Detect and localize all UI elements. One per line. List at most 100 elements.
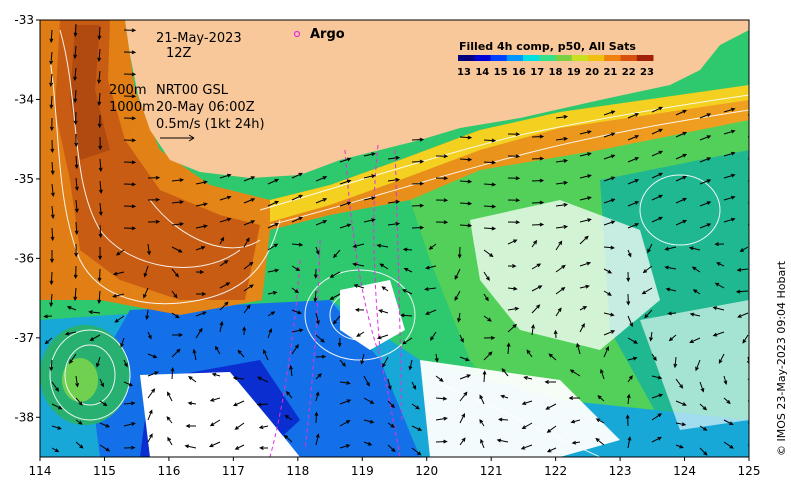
current-arrow	[435, 154, 449, 159]
current-arrow	[74, 155, 79, 170]
current-arrow	[74, 133, 79, 148]
current-arrow	[208, 441, 221, 448]
current-arrow	[699, 447, 708, 456]
x-tick-label: 116	[157, 464, 180, 478]
current-arrow	[256, 402, 269, 407]
current-arrow	[603, 330, 616, 336]
current-arrow	[627, 375, 633, 383]
current-arrow	[49, 95, 54, 110]
current-arrow	[387, 422, 396, 428]
current-arrow	[171, 332, 184, 337]
date-label: 21-May-2023	[156, 31, 242, 46]
current-arrow	[243, 198, 256, 204]
current-arrow	[387, 177, 401, 182]
current-arrow	[435, 416, 448, 421]
current-arrow	[689, 312, 701, 317]
current-arrow	[699, 425, 708, 431]
current-arrow	[66, 306, 77, 311]
current-arrow	[425, 309, 437, 315]
current-arrow	[699, 223, 712, 229]
current-arrow	[651, 353, 657, 362]
current-arrow	[387, 444, 396, 453]
current-arrow	[195, 327, 203, 339]
current-arrow	[195, 180, 208, 185]
current-arrow	[430, 331, 437, 341]
current-arrow	[501, 367, 509, 377]
current-arrow	[603, 198, 616, 204]
current-arrow	[521, 422, 533, 429]
current-arrow	[267, 222, 280, 229]
current-arrow	[337, 337, 342, 348]
current-arrow	[259, 445, 269, 450]
colorbar-swatch	[620, 55, 638, 61]
current-arrow	[723, 217, 736, 223]
current-arrow	[123, 445, 136, 450]
current-arrow	[483, 138, 497, 143]
current-arrow	[50, 250, 55, 264]
current-arrow	[626, 393, 631, 405]
current-arrow	[219, 301, 229, 311]
current-arrow	[123, 116, 137, 121]
current-arrow	[555, 224, 569, 229]
current-arrow	[209, 397, 221, 402]
current-arrow	[98, 158, 103, 173]
current-arrow	[603, 110, 616, 116]
current-arrow	[747, 202, 749, 204]
current-arrow	[411, 159, 425, 164]
current-arrow	[675, 422, 687, 427]
colorbar-swatch	[506, 55, 524, 61]
current-arrow	[507, 239, 518, 245]
x-axis: 114 115 116 117 118 119 120 121 122 123 124 125	[29, 457, 760, 478]
current-arrow	[74, 221, 79, 236]
current-arrow	[627, 201, 640, 207]
current-arrow	[712, 331, 725, 337]
current-arrow	[147, 353, 158, 359]
current-arrow	[520, 444, 533, 450]
current-arrow	[49, 359, 54, 372]
x-tick-label: 121	[480, 464, 503, 478]
current-arrow	[187, 401, 197, 406]
source-time-label: 20-May 06:00Z	[156, 100, 255, 115]
current-arrow	[603, 245, 615, 250]
current-arrow	[50, 227, 55, 242]
current-arrow	[291, 172, 304, 179]
current-arrow	[595, 418, 605, 424]
current-arrow	[459, 135, 473, 140]
current-arrow	[75, 397, 83, 406]
current-arrow	[123, 381, 134, 387]
y-tick-label: -38	[14, 410, 34, 424]
current-arrow	[88, 310, 101, 315]
current-arrow	[147, 197, 161, 202]
colorbar-swatch	[474, 55, 491, 61]
current-arrow	[97, 70, 102, 84]
current-arrow	[555, 307, 562, 317]
cloud-gap-sw	[140, 372, 300, 457]
x-tick-label: 119	[351, 464, 374, 478]
current-arrow	[73, 23, 78, 38]
current-arrow	[459, 412, 466, 424]
current-arrow	[99, 422, 111, 428]
y-tick-label: -34	[14, 92, 34, 106]
current-arrow	[411, 403, 420, 410]
current-arrow	[579, 174, 592, 179]
current-arrow	[313, 290, 318, 303]
current-arrow	[49, 271, 54, 286]
colorbar-tick-label: 18	[549, 67, 563, 78]
current-arrow	[75, 419, 83, 425]
current-arrow	[403, 268, 413, 273]
current-arrow	[339, 223, 352, 229]
scale-label: 0.5m/s (1kt 24h)	[156, 117, 265, 132]
current-arrow	[546, 425, 557, 433]
current-arrow	[50, 161, 55, 176]
current-arrow	[354, 307, 365, 312]
current-arrow	[376, 243, 389, 248]
colorbar-tick-label: 16	[512, 67, 526, 78]
current-arrow	[651, 194, 664, 201]
current-arrow	[739, 246, 749, 252]
current-arrow	[75, 375, 80, 388]
current-arrow	[49, 293, 54, 308]
current-arrow	[360, 353, 365, 365]
current-arrow	[363, 375, 370, 387]
current-arrow	[50, 205, 55, 220]
current-arrow	[73, 287, 78, 302]
